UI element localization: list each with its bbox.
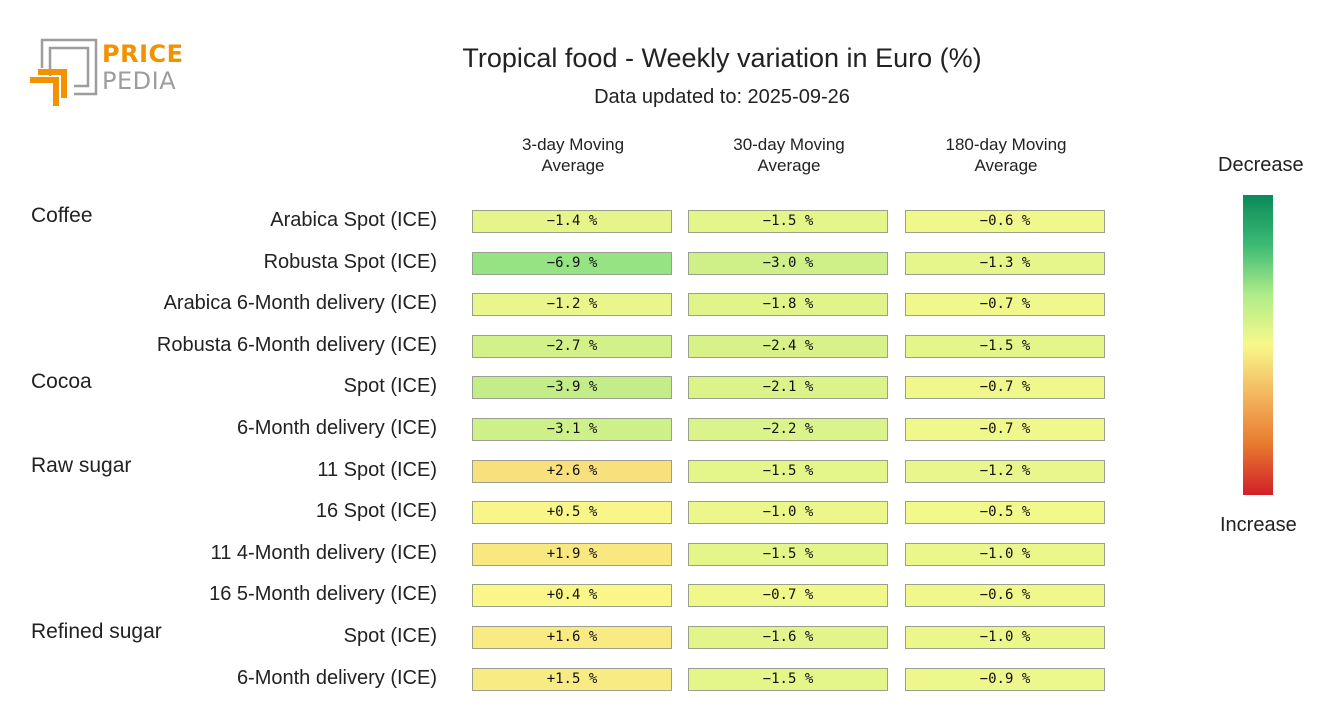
row-label: Robusta Spot (ICE) <box>263 250 437 273</box>
group-label: Coffee <box>31 204 93 227</box>
heatmap-cell: −0.6 % <box>905 584 1105 608</box>
legend-increase-label: Increase <box>1220 514 1297 536</box>
row-label: 16 Spot (ICE) <box>315 500 437 523</box>
row-label: Spot (ICE) <box>343 625 437 647</box>
heatmap-cell: −1.5 % <box>688 459 888 483</box>
logo-text-pedia: PEDIA <box>102 67 177 95</box>
logo-text-price: PRICE <box>102 40 184 68</box>
logo-mark-icon <box>30 38 98 106</box>
heatmap-cell: −2.7 % <box>472 334 672 358</box>
heatmap-cell: −2.4 % <box>688 334 888 358</box>
heatmap-cell: −1.5 % <box>688 542 888 566</box>
heatmap-cell: −1.5 % <box>905 334 1105 358</box>
heatmap-cell: −1.6 % <box>688 626 888 649</box>
heatmap-cell: −0.9 % <box>905 667 1105 691</box>
heatmap-cell: +2.6 % <box>472 459 672 483</box>
column-header: 3-day Moving Average <box>521 135 625 175</box>
heatmap-cell: −2.2 % <box>688 418 888 441</box>
heatmap-cell: −6.9 % <box>472 251 672 275</box>
group-label: Cocoa <box>31 370 92 394</box>
legend-colorbar <box>1243 195 1273 495</box>
heatmap-cell: −1.2 % <box>905 459 1105 483</box>
row-label: 6-Month delivery (ICE) <box>236 417 437 439</box>
row-label: 11 Spot (ICE) <box>317 458 437 481</box>
pricepedia-logo: PRICE PEDIA <box>30 38 190 110</box>
heatmap-cell: −3.0 % <box>688 251 888 275</box>
heatmap-cell: −0.7 % <box>905 293 1105 317</box>
heatmap-cell: −3.9 % <box>472 376 672 400</box>
heatmap-cell: +0.4 % <box>472 584 672 608</box>
column-header: 30-day Moving Average <box>733 135 845 175</box>
chart-subtitle: Data updated to: 2025-09-26 <box>594 86 850 108</box>
row-label: Arabica Spot (ICE) <box>270 209 437 231</box>
heatmap-cell: +1.9 % <box>472 542 672 566</box>
legend-decrease-label: Decrease <box>1218 154 1304 176</box>
heatmap-cell: −1.0 % <box>905 626 1105 649</box>
row-label: 6-Month delivery (ICE) <box>236 666 437 689</box>
row-label: Robusta 6-Month delivery (ICE) <box>156 333 437 356</box>
column-header: 180-day Moving Average <box>945 135 1067 175</box>
heatmap-cell: −1.2 % <box>472 293 672 317</box>
row-label: Arabica 6-Month delivery (ICE) <box>163 292 437 315</box>
heatmap-cell: −0.7 % <box>905 376 1105 400</box>
row-label: Spot (ICE) <box>343 375 437 398</box>
heatmap-cell: −0.7 % <box>905 418 1105 441</box>
heatmap-cell: −1.4 % <box>472 210 672 233</box>
chart-title: Tropical food - Weekly variation in Euro… <box>462 43 982 73</box>
heatmap-cell: −3.1 % <box>472 418 672 441</box>
heatmap-cell: −0.5 % <box>905 501 1105 525</box>
row-label: 11 4-Month delivery (ICE) <box>210 541 437 564</box>
heatmap-cell: −1.8 % <box>688 293 888 317</box>
heatmap-cell: −1.5 % <box>688 210 888 233</box>
heatmap-cell: +0.5 % <box>472 501 672 525</box>
heatmap-cell: −0.7 % <box>688 584 888 608</box>
heatmap-cell: +1.6 % <box>472 626 672 649</box>
heatmap-cell: −0.6 % <box>905 210 1105 233</box>
heatmap-cell: −1.0 % <box>905 542 1105 566</box>
heatmap-cell: +1.5 % <box>472 667 672 691</box>
group-label: Raw sugar <box>31 453 132 477</box>
heatmap-cell: −1.0 % <box>688 501 888 525</box>
row-label: 16 5-Month delivery (ICE) <box>209 583 437 606</box>
heatmap-cell: −1.5 % <box>688 667 888 691</box>
heatmap-cell: −2.1 % <box>688 376 888 400</box>
group-label: Refined sugar <box>31 620 162 643</box>
heatmap-cell: −1.3 % <box>905 251 1105 275</box>
